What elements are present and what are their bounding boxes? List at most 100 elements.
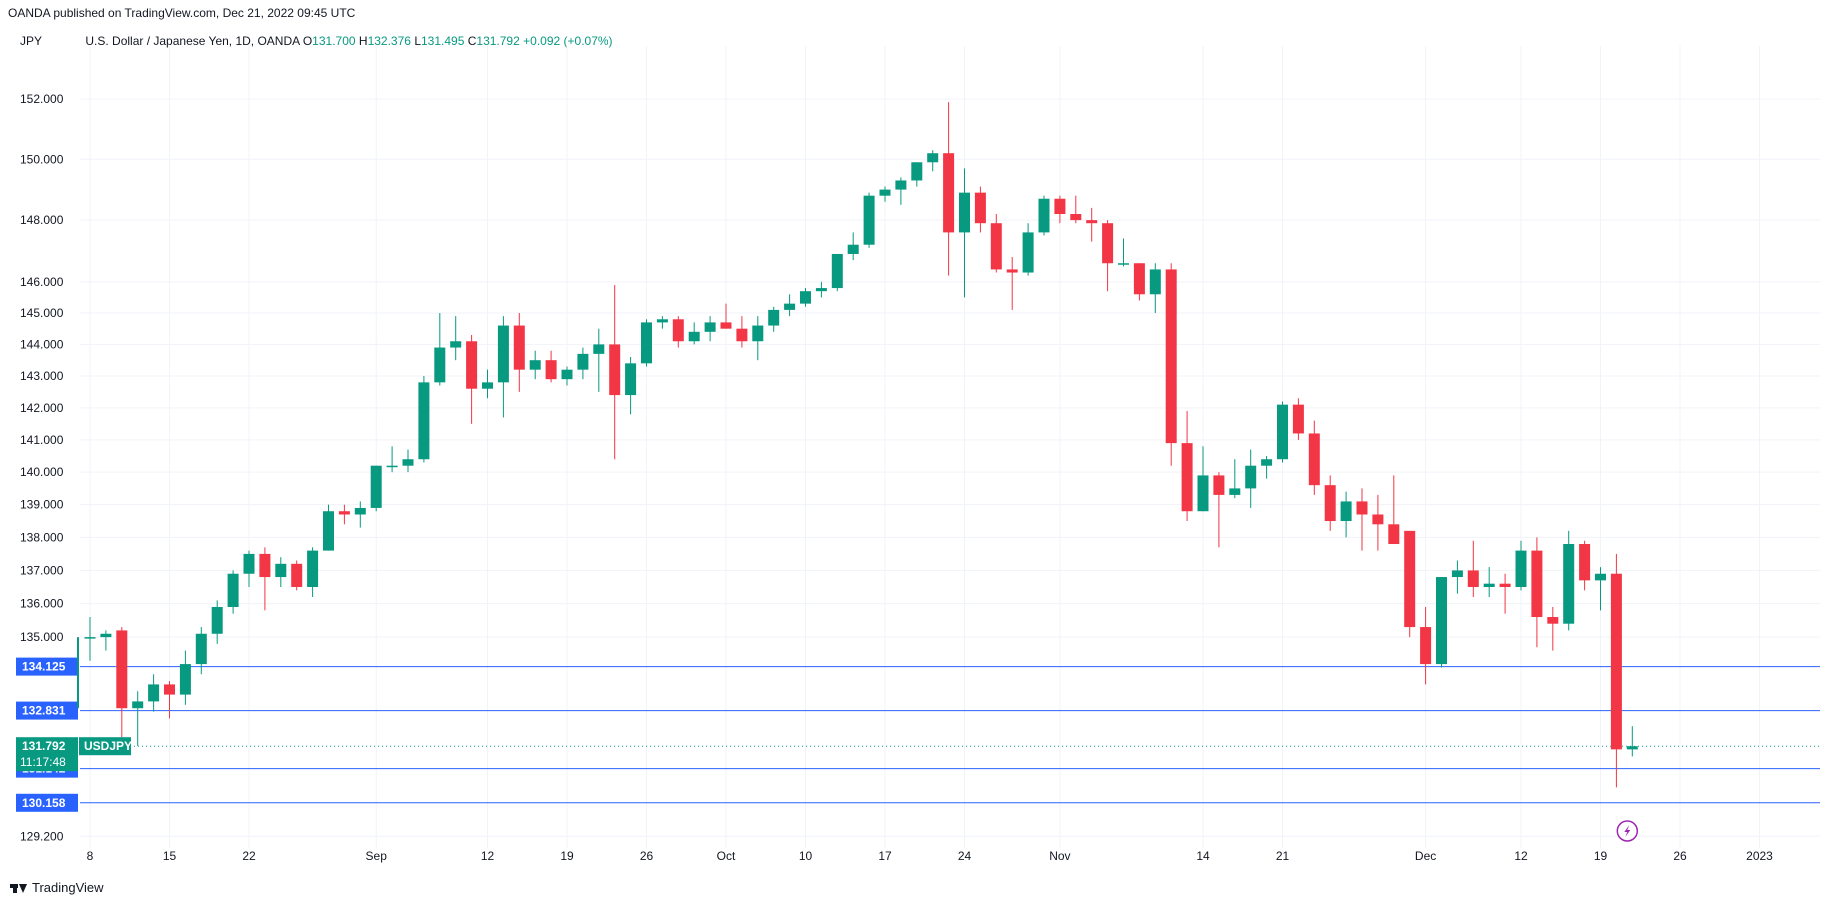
y-tick-label: 146.000 [20,275,64,289]
candle-body [402,459,414,466]
change-value: +0.092 (+0.07%) [523,34,613,48]
candle-body [132,701,144,709]
candle-body [1102,223,1114,264]
candle-body [1229,488,1241,495]
candle-body [672,319,684,342]
candle-body [1006,269,1018,273]
y-tick-label: 150.000 [20,152,64,166]
candle-body [895,180,907,190]
alert-marker[interactable] [1616,820,1639,842]
candle-body [1626,746,1638,750]
candle-body [497,325,509,383]
candle-body [1404,530,1416,628]
candle-body [1515,550,1527,588]
y-tick-label: 136.000 [20,597,64,611]
candle-body [1324,485,1336,522]
candle-body [450,341,462,348]
candle-body [466,341,478,389]
candle-body [927,153,939,163]
candle-body [1579,544,1591,581]
x-tick-label: Sep [366,849,388,863]
y-tick-label: 145.000 [20,306,64,320]
candle-body [291,563,303,588]
candle-body [974,192,986,224]
lightning-bolt-shape [1624,825,1631,837]
axis-unit-label: JPY [20,34,43,48]
price-axis[interactable]: 152.000 150.000 148.000 146.000 145.000 144.0… [20,92,64,843]
candle-body [1531,550,1543,618]
x-tick-label: 24 [958,849,972,863]
bar-countdown: 11:17:48 [20,755,66,769]
x-tick-label: 26 [640,849,654,863]
candle-body [1610,573,1622,750]
y-tick-label: 143.000 [20,369,64,383]
candle-body [386,465,398,468]
candles [84,102,1638,788]
candle-body [418,382,430,460]
candle-body [1499,583,1511,588]
candle-body [195,633,207,665]
candle-body [227,573,239,607]
candle-body [100,633,112,638]
symbol-title[interactable]: U.S. Dollar / Japanese Yen, 1D, OANDA [85,34,300,48]
candle-body [370,465,382,508]
candle-body [148,684,160,702]
candle-body [943,153,955,233]
x-tick-label: Nov [1049,849,1070,863]
y-tick-label: 137.000 [20,563,64,577]
brand-name: TradingView [32,880,104,895]
x-tick-label: 17 [878,849,892,863]
x-tick-label: 26 [1673,849,1687,863]
candle-body [1388,524,1400,545]
last-price-tag [16,737,78,772]
candle-body [1467,570,1479,588]
time-axis[interactable]: 8 15 22 Sep 12 19 26 Oct 10 17 24 Nov 14 21 Dec 12 19 26 2… [87,849,1774,863]
candle-body [1547,617,1559,624]
candle-body [704,322,716,332]
candle-body [609,344,621,396]
candle-body [338,511,350,515]
candle-body [990,223,1002,270]
candle-body [1086,220,1098,224]
candle-body [561,369,573,380]
high-value: 132.376 [367,34,411,48]
candle-body [1149,269,1161,295]
candle-body [84,637,96,639]
candle-body [1054,198,1066,215]
symbol-legend: JPY U.S. Dollar / Japanese Yen, 1D, OAND… [20,34,613,48]
y-tick-label: 138.000 [20,530,64,544]
candle-body [1245,465,1257,489]
level-price-tag-label: 134.125 [22,660,66,674]
candle-body [259,553,271,578]
x-tick-label: 22 [242,849,256,863]
candle-body [959,192,970,233]
candle-body [1261,459,1273,466]
y-tick-label: 148.000 [20,213,64,227]
brand-footer[interactable]: TradingView [10,880,104,895]
y-tick-label: 152.000 [20,92,64,106]
candle-body [1038,198,1050,233]
last-price-value: 131.792 [22,739,66,753]
candle-body [863,195,875,245]
candle-body [529,360,541,370]
y-tick-label: 139.000 [20,498,64,512]
candle-body [1451,570,1463,578]
y-tick-label: 135.000 [20,630,64,644]
candle-body [275,563,287,578]
published-caption: OANDA published on TradingView.com, Dec … [8,6,356,20]
symbol-tag [79,737,131,756]
candle-body [879,189,891,196]
low-value: 131.495 [421,34,465,48]
candle-body [243,553,255,574]
candle-body [1595,573,1606,581]
candle-body [1308,433,1320,486]
candle-body [1436,577,1447,665]
candle-body [545,360,557,380]
candle-body [1022,232,1034,273]
candle-body [831,253,843,289]
x-tick-label: 12 [481,849,495,863]
x-tick-label: 2023 [1746,849,1773,863]
x-tick-label: 21 [1276,849,1290,863]
candle-body [815,288,827,292]
